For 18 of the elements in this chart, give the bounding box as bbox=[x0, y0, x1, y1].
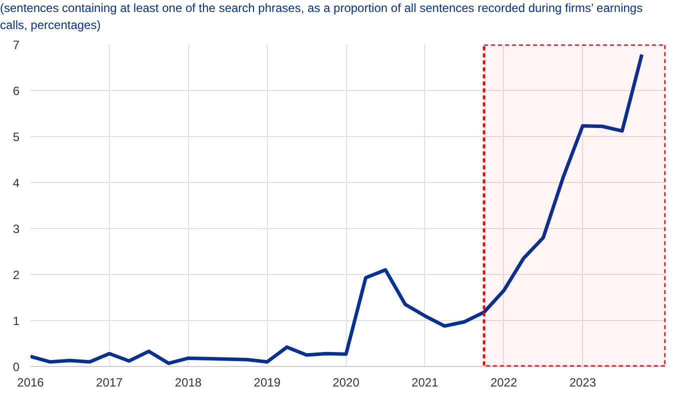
x-tick-label: 2023 bbox=[569, 376, 596, 390]
y-tick-label: 1 bbox=[12, 314, 20, 328]
x-tick-label: 2016 bbox=[17, 376, 44, 390]
y-tick-label: 7 bbox=[12, 38, 20, 52]
y-tick-label: 5 bbox=[12, 130, 20, 144]
x-tick-label: 2022 bbox=[490, 376, 518, 390]
x-tick-label: 2017 bbox=[96, 376, 124, 390]
x-tick-label: 2019 bbox=[254, 376, 281, 390]
y-tick-label: 6 bbox=[12, 84, 20, 98]
y-tick-label: 3 bbox=[12, 222, 20, 236]
y-tick-label: 2 bbox=[12, 268, 20, 282]
chart-subtitle: (sentences containing at least one of the search phrases, as a proportion of all sentences recorded during firms’ earnings calls, percentages) bbox=[0, 0, 644, 34]
y-tick-label: 0 bbox=[12, 360, 20, 374]
x-tick-label: 2020 bbox=[332, 376, 360, 390]
x-tick-label: 2021 bbox=[412, 376, 439, 390]
line-series bbox=[30, 53, 644, 366]
x-tick-label: 2018 bbox=[174, 376, 202, 390]
y-tick-label: 4 bbox=[12, 176, 20, 190]
